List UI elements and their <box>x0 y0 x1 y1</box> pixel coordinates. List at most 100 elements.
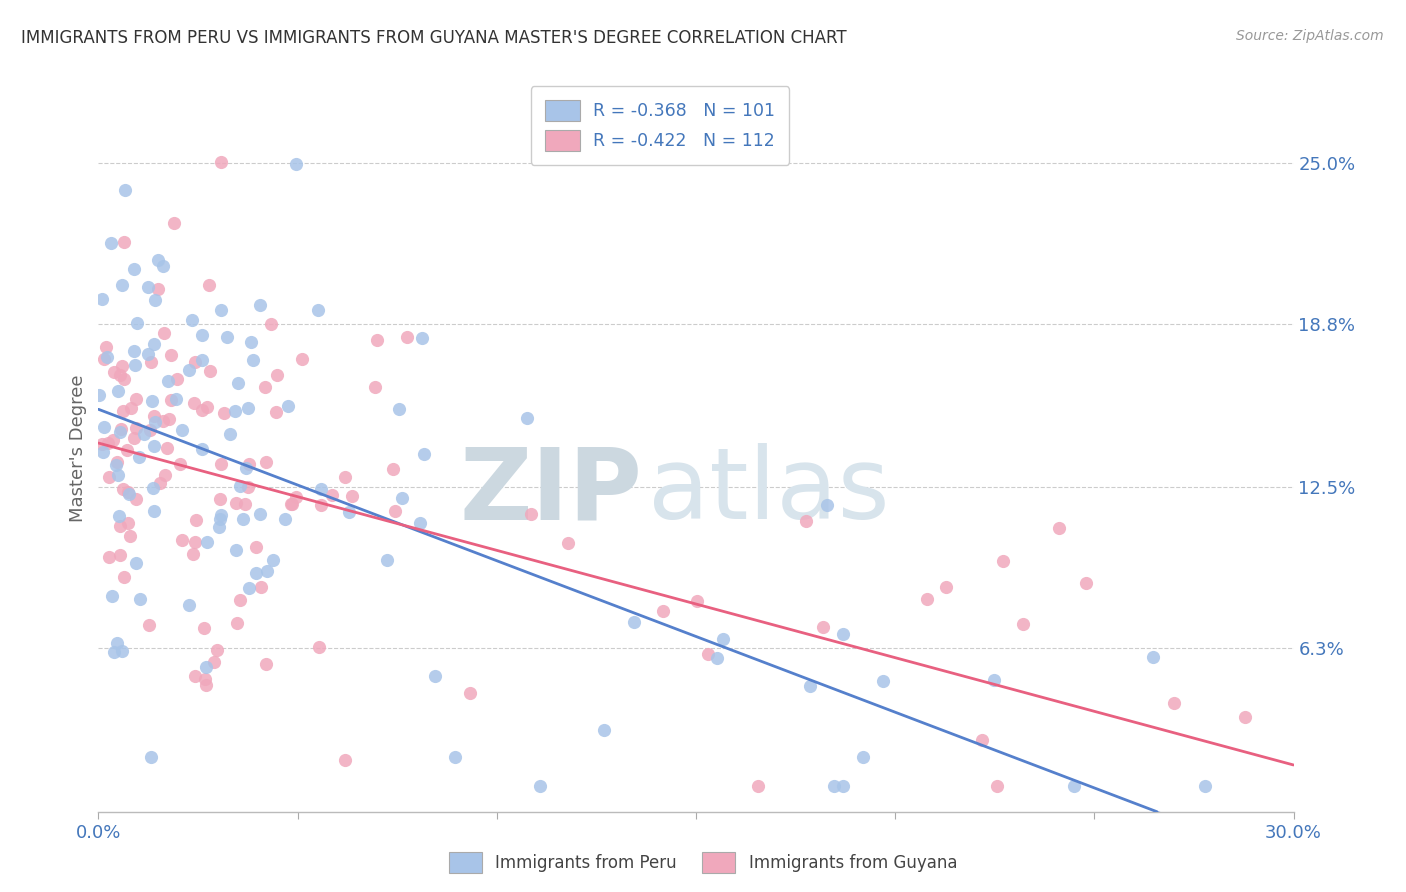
Point <box>226 376 249 390</box>
Point <box>127 316 149 330</box>
Point <box>120 529 142 543</box>
Point <box>111 644 134 658</box>
Point <box>105 455 128 469</box>
Point <box>194 678 217 692</box>
Point <box>333 470 356 484</box>
Point <box>986 779 1008 793</box>
Point <box>284 157 307 171</box>
Point <box>170 423 193 437</box>
Point <box>97 436 120 450</box>
Point <box>93 420 115 434</box>
Point <box>260 317 283 331</box>
Point <box>202 655 225 669</box>
Point <box>143 293 166 307</box>
Point <box>143 409 166 423</box>
Point <box>107 636 129 650</box>
Point <box>156 442 179 456</box>
Point <box>93 352 115 367</box>
Point <box>166 371 188 385</box>
Point <box>184 668 207 682</box>
Text: Source: ZipAtlas.com: Source: ZipAtlas.com <box>1236 29 1384 43</box>
Text: atlas: atlas <box>648 443 890 541</box>
Point <box>125 491 148 506</box>
Point <box>245 566 267 581</box>
Point <box>229 479 252 493</box>
Point <box>337 505 360 519</box>
Point <box>146 282 169 296</box>
Point <box>157 412 180 426</box>
Point <box>90 292 112 306</box>
Point <box>153 468 176 483</box>
Point <box>142 337 165 351</box>
Point <box>685 593 707 607</box>
Point <box>146 252 169 267</box>
Point <box>208 519 231 533</box>
Point <box>165 392 187 407</box>
Point <box>190 327 212 342</box>
Point <box>1163 696 1185 710</box>
Point <box>108 519 131 533</box>
Point <box>138 618 160 632</box>
Point <box>103 365 125 379</box>
Point <box>143 415 166 429</box>
Point <box>266 368 288 383</box>
Point <box>238 457 260 471</box>
Point <box>141 394 163 409</box>
Point <box>706 651 728 665</box>
Point <box>557 536 579 550</box>
Point <box>225 542 247 557</box>
Point <box>142 481 165 495</box>
Point <box>142 439 165 453</box>
Point <box>209 512 232 526</box>
Point <box>194 672 217 686</box>
Point <box>1047 521 1070 535</box>
Point <box>181 313 204 327</box>
Point <box>125 392 148 406</box>
Point <box>935 580 957 594</box>
Point <box>209 457 232 471</box>
Point <box>108 368 131 382</box>
Point <box>391 491 413 506</box>
Point <box>108 549 131 563</box>
Point <box>652 604 675 618</box>
Point <box>134 426 156 441</box>
Point <box>307 302 329 317</box>
Point <box>103 433 125 447</box>
Point <box>384 504 406 518</box>
Point <box>983 673 1005 687</box>
Point <box>458 686 481 700</box>
Point <box>1012 616 1035 631</box>
Point <box>191 403 214 417</box>
Point <box>425 669 447 683</box>
Point <box>254 455 277 469</box>
Point <box>409 516 432 531</box>
Point <box>184 535 207 549</box>
Point <box>1074 576 1097 591</box>
Point <box>218 426 240 441</box>
Point <box>520 507 543 521</box>
Point <box>138 347 160 361</box>
Point <box>832 626 855 640</box>
Point <box>100 236 122 251</box>
Point <box>128 450 150 464</box>
Point <box>284 490 307 504</box>
Point <box>747 779 769 793</box>
Point <box>195 659 218 673</box>
Point <box>1142 649 1164 664</box>
Point <box>592 723 614 737</box>
Point <box>181 547 204 561</box>
Point <box>117 484 139 499</box>
Point <box>124 358 146 372</box>
Text: ZIP: ZIP <box>460 443 643 541</box>
Point <box>159 392 181 407</box>
Point <box>97 470 120 484</box>
Point <box>107 384 129 398</box>
Legend: R = -0.368   N = 101, R = -0.422   N = 112: R = -0.368 N = 101, R = -0.422 N = 112 <box>531 87 789 165</box>
Point <box>139 355 162 369</box>
Point <box>191 352 214 367</box>
Point <box>209 302 232 317</box>
Point <box>139 749 162 764</box>
Point <box>972 733 994 747</box>
Point <box>118 487 141 501</box>
Point <box>110 425 132 439</box>
